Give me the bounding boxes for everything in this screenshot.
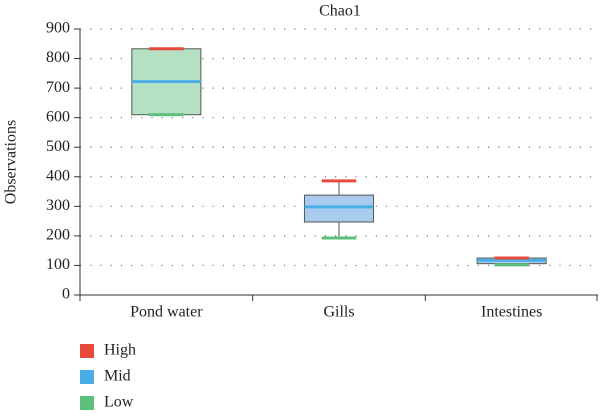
y-tick-label: 800	[46, 49, 70, 66]
chart-title: Chao1	[319, 3, 361, 20]
legend-swatch	[80, 344, 94, 358]
x-tick-label: Pond water	[130, 304, 203, 321]
legend-label: High	[104, 342, 136, 359]
y-tick-label: 200	[46, 227, 70, 244]
box	[303, 194, 375, 223]
y-tick-label: 300	[46, 197, 70, 214]
legend-label: Mid	[104, 368, 131, 385]
y-tick-label: 100	[46, 256, 70, 273]
x-tick-label: Intestines	[481, 304, 542, 321]
y-tick-label: 400	[46, 167, 70, 184]
y-tick-label: 500	[46, 138, 70, 155]
y-tick-label: 0	[62, 286, 70, 303]
y-axis-label: Observations	[3, 120, 20, 204]
y-tick-label: 600	[46, 108, 70, 125]
legend-label: Low	[104, 394, 134, 411]
legend-swatch	[80, 396, 94, 410]
y-tick-label: 700	[46, 79, 70, 96]
legend-swatch	[80, 370, 94, 384]
y-tick-label: 900	[46, 20, 70, 37]
x-tick-label: Gills	[323, 304, 354, 321]
